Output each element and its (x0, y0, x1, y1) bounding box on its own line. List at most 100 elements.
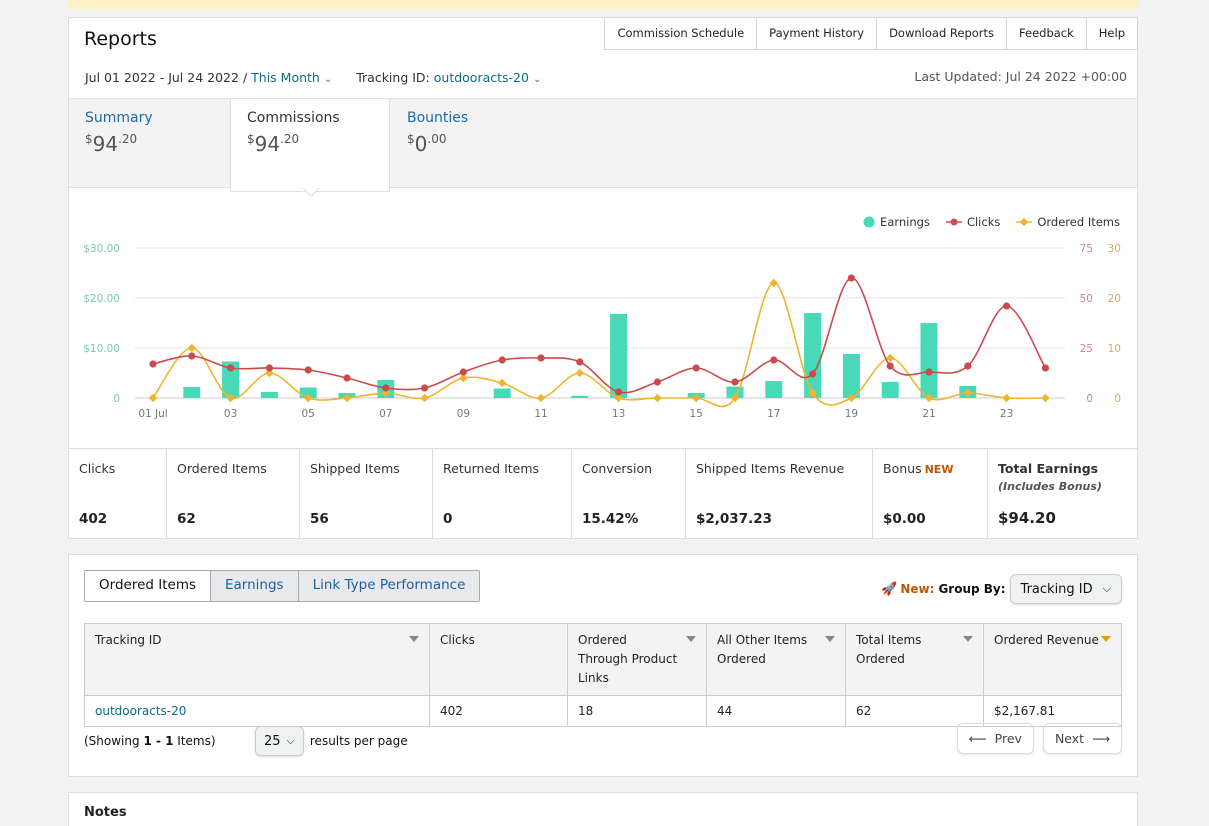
legend-ordered-items[interactable]: Ordered Items (1016, 215, 1120, 229)
rocket-icon: 🚀 (881, 581, 898, 597)
x-tick-label: 03 (224, 408, 237, 420)
tab-earnings[interactable]: Earnings (210, 571, 298, 601)
earnings-bar (493, 388, 511, 398)
x-tick-label: 23 (1000, 408, 1013, 420)
y-tick-label-clicks: 50 (1080, 293, 1093, 305)
group-by: 🚀 New: Group By: Tracking ID ⌵ (881, 574, 1122, 604)
ordered-items-point (459, 373, 468, 383)
ordered-items-point (303, 393, 313, 403)
report-nav: Commission Schedule Payment History Down… (604, 17, 1138, 50)
chevron-down-icon: ⌄ (532, 74, 542, 85)
payment-history-link[interactable]: Payment History (756, 18, 876, 49)
clicks-point (537, 354, 545, 362)
clicks-point (1041, 364, 1049, 372)
clicks-point (343, 374, 351, 382)
tracking-id-link[interactable]: outdooracts-20 (95, 704, 187, 718)
pagination: ⟵ Prev Next ⟶ (956, 723, 1122, 754)
ordered-items-point (187, 343, 197, 353)
y-tick-label-ordered: 20 (1108, 293, 1121, 305)
period-dropdown[interactable]: This Month ⌄ (251, 70, 333, 85)
ordered-items-point (653, 393, 662, 403)
x-tick-label: 01 Jul (138, 408, 167, 420)
tab-ordered-items[interactable]: Ordered Items (85, 571, 210, 601)
new-badge: NEW (924, 463, 954, 476)
earnings-bar (920, 323, 938, 398)
ordered-items-point (730, 393, 740, 403)
col-ordered-through-links[interactable]: Ordered Through Product Links (567, 623, 707, 696)
clicks-point (615, 388, 623, 396)
help-link[interactable]: Help (1085, 18, 1137, 49)
per-page: 25 ⌵ results per page (255, 726, 408, 756)
earnings-chart: $30.00 75 30 $20.00 50 20 $10.00 25 10 0 0 0 01 Jul 0… (83, 243, 1121, 420)
metric-ordered-items: Ordered Items 62 (166, 449, 299, 539)
metric-total-earnings: Total Earnings (Includes Bonus) $94.20 (987, 449, 1137, 539)
earnings-bar (765, 381, 783, 398)
per-page-select[interactable]: 25 ⌵ (255, 726, 304, 756)
showing-count: (Showing 1 - 1 Items) (84, 734, 216, 748)
ordered-items-point (497, 378, 507, 388)
download-reports-link[interactable]: Download Reports (876, 18, 1006, 49)
x-tick-label: 21 (922, 408, 935, 420)
date-range: Jul 01 2022 - Jul 24 2022 (85, 70, 239, 85)
commission-schedule-link[interactable]: Commission Schedule (617, 26, 745, 40)
y-tick-label-earnings: 0 (113, 393, 120, 405)
report-filter: Jul 01 2022 - Jul 24 2022 / This Month ⌄ … (85, 70, 542, 85)
ordered-items-point (769, 278, 779, 288)
y-tick-label-earnings: $10.00 (83, 343, 120, 355)
clicks-point (847, 274, 856, 282)
col-all-other-items[interactable]: All Other Items Ordered (706, 623, 846, 696)
chevron-down-icon: ⌄ (323, 74, 333, 85)
x-tick-label: 15 (690, 408, 703, 420)
tab-summary[interactable]: Summary $94.20 (69, 99, 229, 189)
ordered-items-point (1041, 393, 1050, 403)
legend-earnings[interactable]: Earnings (863, 215, 930, 229)
sort-icon (409, 636, 419, 642)
y-tick-label-ordered: 0 (1114, 393, 1121, 405)
x-tick-label: 17 (767, 408, 780, 420)
sort-icon (963, 636, 973, 642)
summary-amount: $94.20 (85, 132, 138, 156)
clicks-point (692, 364, 700, 372)
feedback-link[interactable]: Feedback (1006, 18, 1086, 49)
col-tracking-id[interactable]: Tracking ID (84, 623, 430, 696)
earnings-bar (610, 314, 628, 398)
clicks-line (152, 277, 1047, 394)
col-ordered-revenue[interactable]: Ordered Revenue (983, 623, 1122, 696)
col-clicks[interactable]: Clicks (429, 623, 568, 696)
clicks-point (964, 362, 972, 370)
sort-icon (686, 636, 696, 642)
earnings-bar (571, 396, 589, 398)
tracking-label: Tracking ID: (356, 70, 430, 85)
x-tick-label: 19 (845, 408, 858, 420)
tab-commissions[interactable]: Commissions $94.20 (230, 99, 390, 192)
tab-bounties[interactable]: Bounties $0.00 (391, 99, 551, 189)
clicks-point (382, 384, 390, 392)
earnings-bar (299, 387, 317, 398)
clicks-point (925, 368, 933, 376)
clicks-point (227, 364, 235, 372)
next-button[interactable]: Next ⟶ (1042, 723, 1122, 754)
earnings-bar (183, 387, 201, 398)
clicks-point (421, 384, 429, 392)
metric-bonus: Bonus NEW $0.00 (872, 449, 987, 539)
tab-link-type-performance[interactable]: Link Type Performance (297, 571, 480, 601)
arrow-right-icon: ⟶ (1092, 731, 1110, 746)
earnings-bar (842, 354, 860, 398)
chevron-down-icon: ⌵ (286, 734, 295, 747)
legend-clicks[interactable]: Clicks (945, 215, 1000, 229)
metric-clicks: Clicks 402 (79, 461, 116, 527)
summary-tabs: Summary $94.20 Commissions $94.20 Bounti… (69, 98, 1137, 192)
chart-legend: Earnings Clicks Ordered Items (863, 215, 1120, 229)
metric-conversion: Conversion 15.42% (571, 449, 685, 539)
col-total-items[interactable]: Total Items Ordered (845, 623, 984, 696)
group-by-select[interactable]: Tracking ID ⌵ (1009, 574, 1122, 604)
tracking-id-dropdown[interactable]: outdooracts-20 ⌄ (433, 70, 542, 85)
sort-icon (825, 636, 835, 642)
clicks-point (265, 364, 273, 372)
ordered-items-point (148, 393, 158, 403)
clicks-point (731, 378, 739, 386)
ordered-items-point (226, 393, 235, 403)
clicks-point (576, 358, 584, 366)
prev-button[interactable]: ⟵ Prev (956, 723, 1034, 754)
chevron-down-icon: ⌵ (1102, 582, 1111, 595)
